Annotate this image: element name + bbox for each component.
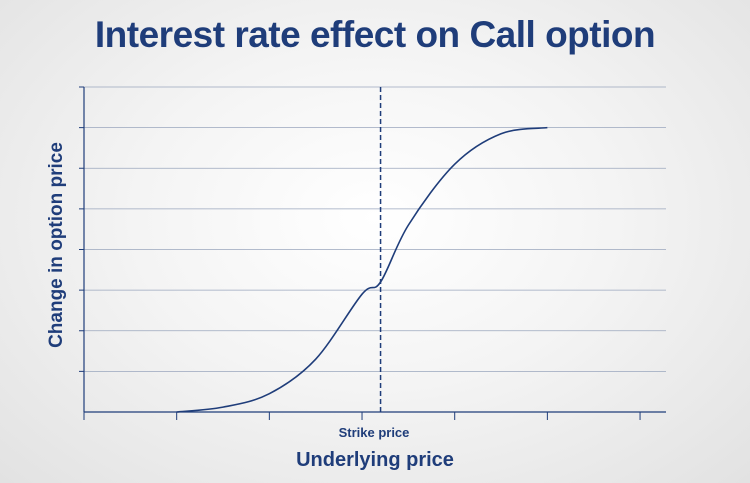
axis-ticks	[79, 86, 641, 420]
data-point	[268, 393, 270, 395]
x-axis-label: Underlying price	[296, 449, 454, 471]
chart-title: Interest rate effect on Call option	[94, 14, 656, 55]
data-point	[176, 411, 178, 413]
data-point	[407, 224, 409, 226]
y-axis-label: Change in option price	[46, 142, 67, 348]
data-point	[454, 163, 456, 165]
grid-lines	[84, 86, 666, 372]
strike-price-label: Strike price	[338, 425, 410, 440]
data-point	[500, 133, 502, 135]
data-point	[222, 406, 224, 408]
data-point	[380, 281, 382, 283]
data-point	[546, 127, 548, 129]
data-point	[361, 293, 363, 295]
data-point	[315, 358, 317, 360]
series-group	[176, 126, 548, 413]
series-line	[176, 126, 548, 413]
